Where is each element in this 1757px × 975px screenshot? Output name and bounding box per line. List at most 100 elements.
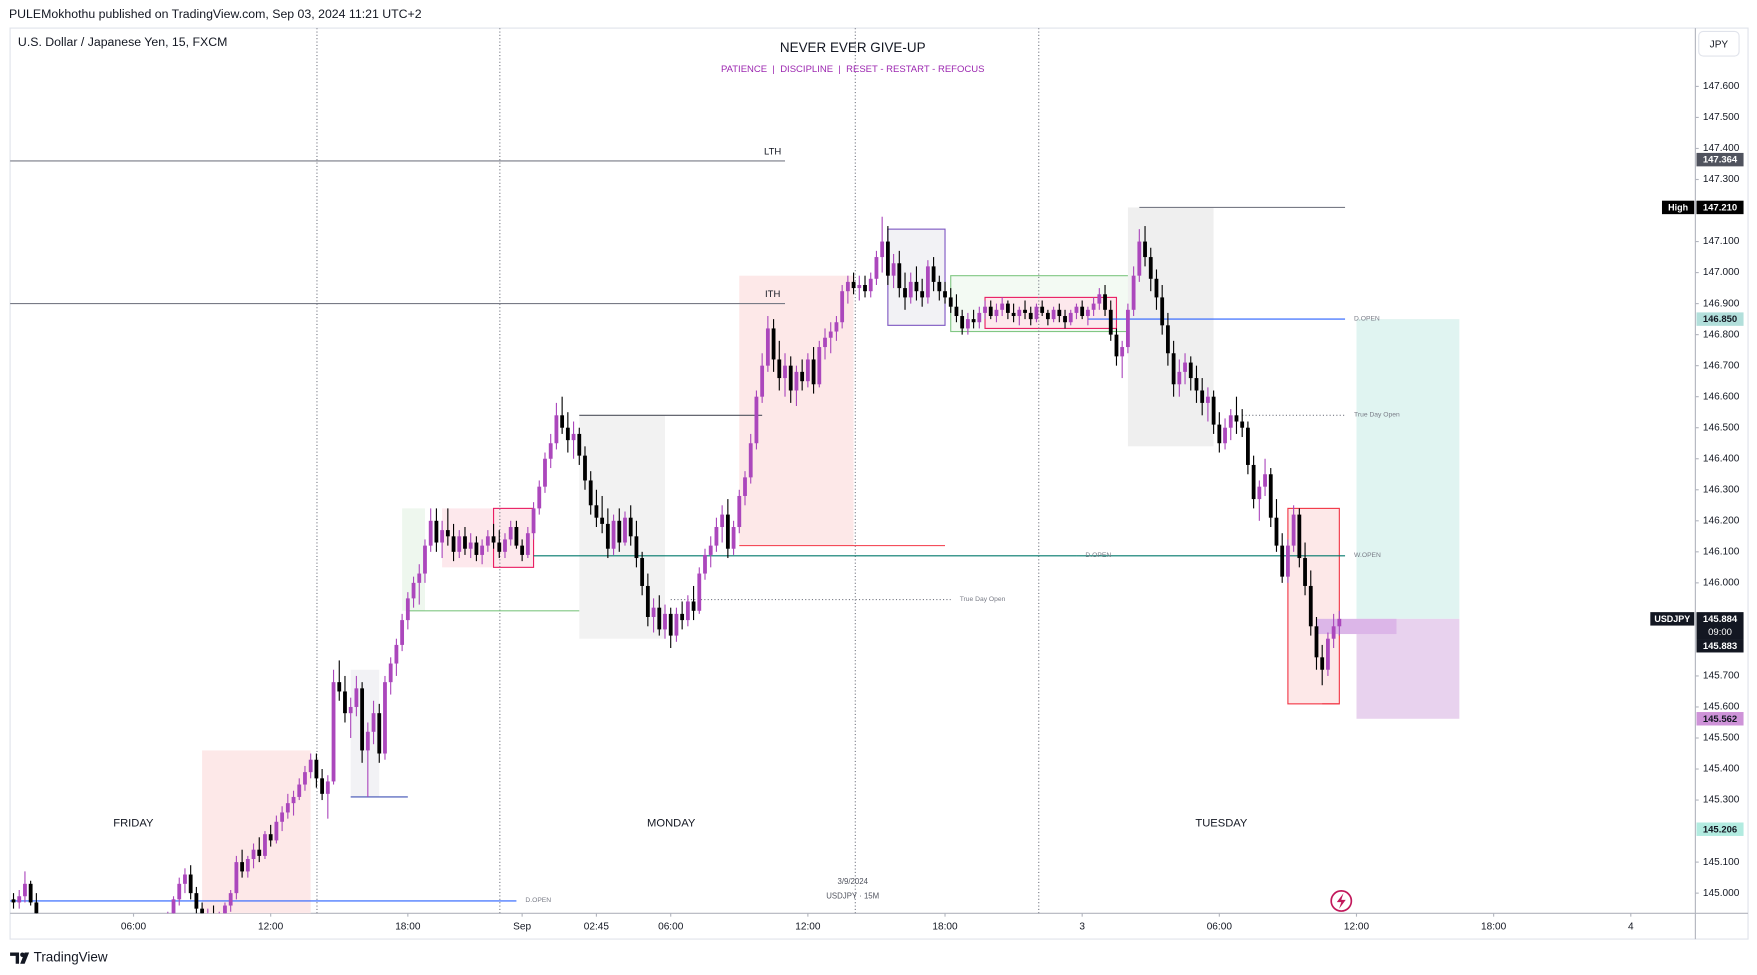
candle-body xyxy=(560,415,565,428)
candle-body xyxy=(1228,415,1233,428)
candle-body xyxy=(320,778,325,794)
candle-body xyxy=(1057,309,1062,317)
zone xyxy=(1356,618,1460,719)
x-tick-label: 02:45 xyxy=(584,921,610,932)
candle-body xyxy=(800,371,805,382)
candle-body xyxy=(1148,257,1153,279)
candle-body xyxy=(708,545,713,555)
candle-body xyxy=(245,859,250,872)
candle-body xyxy=(537,486,542,509)
candle-body xyxy=(880,241,885,258)
candle-body xyxy=(628,517,633,537)
candle-body xyxy=(685,601,690,621)
candle-body xyxy=(354,688,359,707)
candle-body xyxy=(1274,517,1279,546)
candle-body xyxy=(188,874,193,894)
candle-body xyxy=(863,284,867,292)
candle-body xyxy=(1131,275,1136,310)
zone xyxy=(1316,618,1397,635)
chart-title: NEVER EVER GIVE-UP xyxy=(780,40,926,55)
candle-body xyxy=(668,613,673,636)
candle-body xyxy=(891,263,896,276)
candle-body xyxy=(405,598,410,621)
y-tick-label: 146.100 xyxy=(1703,546,1740,557)
candle-body xyxy=(1308,585,1313,627)
candle-body xyxy=(325,781,330,794)
candle-body xyxy=(1114,334,1119,357)
candle-body xyxy=(743,477,747,496)
candle-body xyxy=(228,893,233,906)
candle-body xyxy=(805,359,810,382)
candle-body xyxy=(17,896,22,903)
zone xyxy=(1127,207,1214,447)
candle-body xyxy=(394,644,399,664)
candle-body xyxy=(280,812,285,822)
candle-body xyxy=(908,281,913,298)
y-tick-label: 145.300 xyxy=(1703,795,1740,806)
candle-body xyxy=(1154,278,1159,298)
candle-body xyxy=(771,328,776,360)
candle-body xyxy=(737,495,742,528)
candle-body xyxy=(1245,427,1250,465)
level-label: D.OPEN xyxy=(525,897,551,904)
candle-body xyxy=(383,682,387,754)
candle-body xyxy=(777,359,782,379)
candle-body xyxy=(1211,396,1216,425)
candle-body xyxy=(577,433,582,456)
candle-body xyxy=(920,291,925,298)
candle-body xyxy=(1045,312,1050,320)
candle-body xyxy=(605,523,610,549)
candle-body xyxy=(480,545,485,555)
candle-body xyxy=(308,759,313,773)
alert-icon[interactable] xyxy=(1330,890,1353,912)
candle-body xyxy=(1257,486,1262,500)
candle-body xyxy=(794,371,799,391)
zone xyxy=(984,296,1118,329)
price-marker-name-box xyxy=(1650,612,1695,626)
level-label: ITH xyxy=(765,289,780,300)
price-marker-secondary xyxy=(1696,639,1744,653)
candle-body xyxy=(1091,303,1096,310)
candle-body xyxy=(1223,427,1227,444)
candle-body xyxy=(703,554,707,574)
candle-body xyxy=(234,862,239,894)
currency-button[interactable] xyxy=(1698,30,1740,57)
candle-body xyxy=(1286,545,1290,577)
candle-body xyxy=(1040,306,1045,313)
candle-body xyxy=(371,713,376,732)
candle-body xyxy=(611,520,616,549)
candle-body xyxy=(851,281,856,289)
currency-button-label[interactable]: JPY xyxy=(1710,40,1729,51)
y-tick-label: 145.700 xyxy=(1703,671,1740,682)
candle-body xyxy=(343,691,347,714)
day-label: FRIDAY xyxy=(113,818,154,830)
publish-info: PULEMokhothu published on TradingView.co… xyxy=(9,7,422,21)
candle-body xyxy=(1137,241,1142,276)
candle-body xyxy=(811,359,816,385)
plot-area xyxy=(10,28,1460,914)
candle-body xyxy=(754,396,759,444)
candle-body xyxy=(1165,325,1170,354)
candle-body xyxy=(463,536,467,549)
candle-body xyxy=(617,520,622,543)
candle-body xyxy=(171,899,176,914)
candle-body xyxy=(28,883,33,903)
candle-body xyxy=(588,480,593,506)
candle-body xyxy=(663,613,667,630)
y-tick-label: 146.900 xyxy=(1703,298,1740,309)
level-label: True Day Open xyxy=(960,596,1006,603)
candle-body xyxy=(971,319,976,323)
candle-body xyxy=(445,530,450,537)
price-marker-label: 147.364 xyxy=(1703,155,1738,166)
candle-body xyxy=(377,713,382,754)
candle-body xyxy=(1320,657,1325,670)
candle-body xyxy=(623,517,627,543)
candle-body xyxy=(817,347,822,385)
candle-body xyxy=(474,542,479,555)
candle-body xyxy=(285,803,290,813)
candle-body xyxy=(457,536,462,552)
candle-body xyxy=(720,514,725,528)
candle-body xyxy=(874,257,879,279)
candle-body xyxy=(1108,309,1113,335)
